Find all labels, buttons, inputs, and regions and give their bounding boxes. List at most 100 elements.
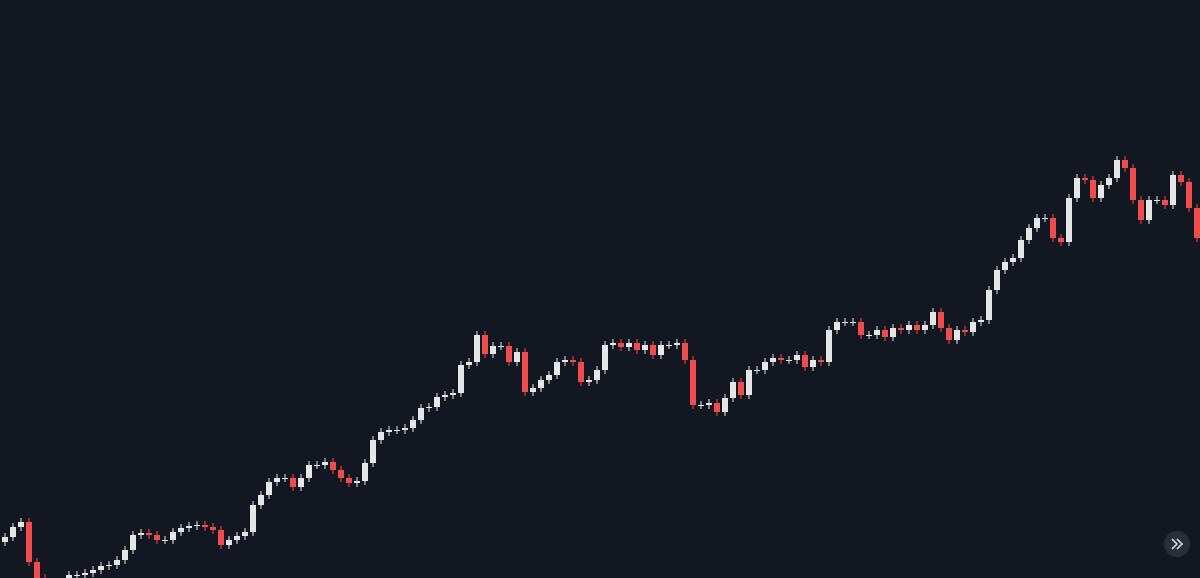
candle-body [114, 560, 120, 565]
candle-body [850, 322, 856, 323]
candle-body [762, 362, 768, 370]
candle-body [314, 465, 320, 466]
candle-body [738, 382, 744, 395]
candle-body [674, 343, 680, 345]
candle-body [722, 398, 728, 412]
candle-body [538, 380, 544, 388]
candle-body [602, 345, 608, 370]
scroll-to-latest-button[interactable] [1164, 531, 1190, 557]
candle-body [410, 420, 416, 428]
candle-body [290, 478, 296, 487]
candle-body [730, 382, 736, 398]
candle-body [354, 481, 360, 483]
candle-body [706, 403, 712, 405]
candle-body [146, 533, 152, 535]
candle-body [250, 505, 256, 532]
candle-body [1170, 175, 1176, 205]
candle-body [282, 478, 288, 479]
candle-body [26, 522, 32, 562]
candle-body [130, 535, 136, 550]
candle-body [362, 463, 368, 481]
candle-body [690, 360, 696, 405]
candle-body [826, 330, 832, 362]
candle-body [1162, 200, 1168, 205]
candle-body [226, 540, 232, 545]
candle-body [1122, 160, 1128, 168]
candle-body [890, 328, 896, 337]
candle-body [162, 540, 168, 541]
candle-body [10, 527, 16, 537]
candle-body [1146, 200, 1152, 220]
candle-body [546, 375, 552, 380]
candle-body [18, 522, 24, 527]
candle-body [882, 330, 888, 337]
candle-body [810, 360, 816, 367]
candle-body [1050, 218, 1056, 238]
candle-body [1114, 160, 1120, 178]
candle-body [530, 388, 536, 392]
candle-body [1026, 228, 1032, 240]
candle-body [714, 403, 720, 412]
candle-body [650, 345, 656, 355]
candle-body [490, 346, 496, 354]
candle-body [514, 352, 520, 362]
candle-body [610, 343, 616, 345]
candle-body [906, 325, 912, 330]
candle-body [394, 430, 400, 431]
candle-body [770, 358, 776, 362]
candle-body [1138, 200, 1144, 220]
candle-body [386, 430, 392, 432]
candle-body [1058, 238, 1064, 242]
candle-body [82, 573, 88, 575]
candle-body [186, 526, 192, 528]
candle-body [842, 322, 848, 323]
candle-body [178, 528, 184, 532]
candle-body [402, 428, 408, 430]
candle-body [258, 495, 264, 505]
candle-body [482, 335, 488, 354]
candle-body [122, 550, 128, 560]
candle-body [234, 536, 240, 540]
candle-body [994, 270, 1000, 290]
candle-body [874, 330, 880, 335]
candle-body [346, 478, 352, 483]
candle-body [914, 325, 920, 330]
candle-body [938, 312, 944, 328]
candle-body [570, 360, 576, 362]
candle-body [338, 470, 344, 478]
candle-body [1034, 218, 1040, 228]
candle-body [474, 335, 480, 362]
candle-body [170, 532, 176, 540]
candle-body [74, 575, 80, 576]
candle-body [618, 343, 624, 347]
candle-body [2, 537, 8, 542]
candle-body [578, 362, 584, 382]
candle-body [1130, 168, 1136, 200]
candle-body [898, 328, 904, 330]
candle-body [66, 575, 72, 578]
candle-body [330, 462, 336, 470]
candle-body [962, 330, 968, 332]
candle-body [1098, 185, 1104, 198]
candle-body [642, 345, 648, 350]
candle-body [498, 346, 504, 347]
candle-body [34, 562, 40, 578]
candle-body [506, 346, 512, 362]
candle-body [210, 527, 216, 530]
candle-body [442, 395, 448, 397]
candle-body [106, 565, 112, 566]
candle-body [138, 533, 144, 535]
candle-body [746, 370, 752, 395]
candle-body [466, 362, 472, 365]
candle-body [658, 345, 664, 355]
candle-body [194, 525, 200, 526]
candle-body [266, 482, 272, 495]
candle-body [786, 360, 792, 361]
candle-body [418, 408, 424, 420]
candle-body [666, 345, 672, 346]
candle-body [1074, 178, 1080, 198]
candle-body [794, 355, 800, 360]
candle-body [978, 320, 984, 322]
candle-body [1186, 182, 1192, 208]
